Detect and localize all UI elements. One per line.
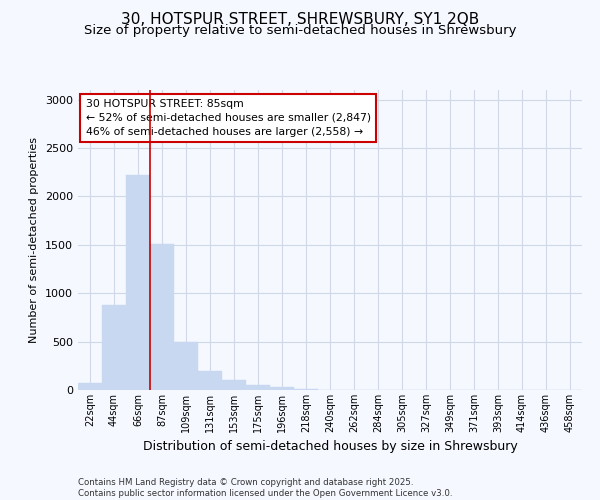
X-axis label: Distribution of semi-detached houses by size in Shrewsbury: Distribution of semi-detached houses by … [143, 440, 517, 454]
Bar [174, 342, 198, 390]
Text: 30 HOTSPUR STREET: 85sqm
← 52% of semi-detached houses are smaller (2,847)
46% o: 30 HOTSPUR STREET: 85sqm ← 52% of semi-d… [86, 99, 371, 137]
Text: Contains HM Land Registry data © Crown copyright and database right 2025.
Contai: Contains HM Land Registry data © Crown c… [78, 478, 452, 498]
Bar [126, 175, 150, 390]
Bar [78, 382, 102, 390]
Bar [150, 244, 174, 390]
Bar [222, 380, 246, 390]
Y-axis label: Number of semi-detached properties: Number of semi-detached properties [29, 137, 40, 343]
Bar [102, 305, 126, 390]
Bar [198, 370, 222, 390]
Text: 30, HOTSPUR STREET, SHREWSBURY, SY1 2QB: 30, HOTSPUR STREET, SHREWSBURY, SY1 2QB [121, 12, 479, 28]
Bar [246, 385, 270, 390]
Bar [270, 387, 294, 390]
Bar [294, 389, 318, 390]
Text: Size of property relative to semi-detached houses in Shrewsbury: Size of property relative to semi-detach… [84, 24, 516, 37]
